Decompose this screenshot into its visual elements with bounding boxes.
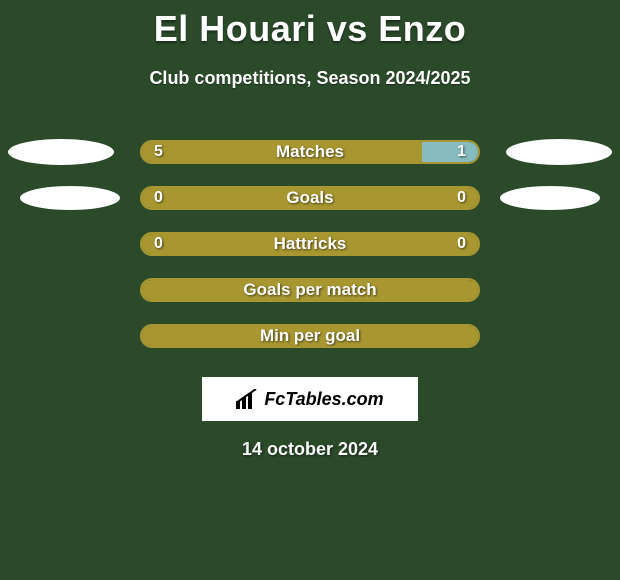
bar-left-segment [142, 326, 478, 346]
team-marker-right [506, 139, 612, 165]
comparison-row: Hattricks00 [0, 221, 620, 267]
team-marker-left [20, 186, 120, 210]
bar-left-segment [142, 280, 478, 300]
bar-left-segment [142, 234, 478, 254]
date-label: 14 october 2024 [0, 439, 620, 460]
logo: FcTables.com [236, 389, 383, 410]
bar-left-segment [142, 188, 478, 208]
stat-bar: Hattricks00 [140, 232, 480, 256]
logo-box: FcTables.com [202, 377, 418, 421]
logo-text: FcTables.com [264, 389, 383, 410]
stat-bar: Matches51 [140, 140, 480, 164]
team-marker-right [500, 186, 600, 210]
comparison-rows: Matches51 Goals00 Hattricks00 Goals per mat… [0, 129, 620, 359]
comparison-row: Min per goal [0, 313, 620, 359]
bar-chart-icon [236, 389, 258, 409]
stat-bar: Min per goal [140, 324, 480, 348]
page-title: El Houari vs Enzo [0, 0, 620, 50]
subtitle: Club competitions, Season 2024/2025 [0, 68, 620, 89]
comparison-row: Goals00 [0, 175, 620, 221]
stat-bar: Goals per match [140, 278, 480, 302]
bar-right-segment [422, 142, 478, 162]
team-marker-left [8, 139, 114, 165]
comparison-row: Matches51 [0, 129, 620, 175]
stat-bar: Goals00 [140, 186, 480, 210]
comparison-row: Goals per match [0, 267, 620, 313]
bar-left-segment [142, 142, 422, 162]
